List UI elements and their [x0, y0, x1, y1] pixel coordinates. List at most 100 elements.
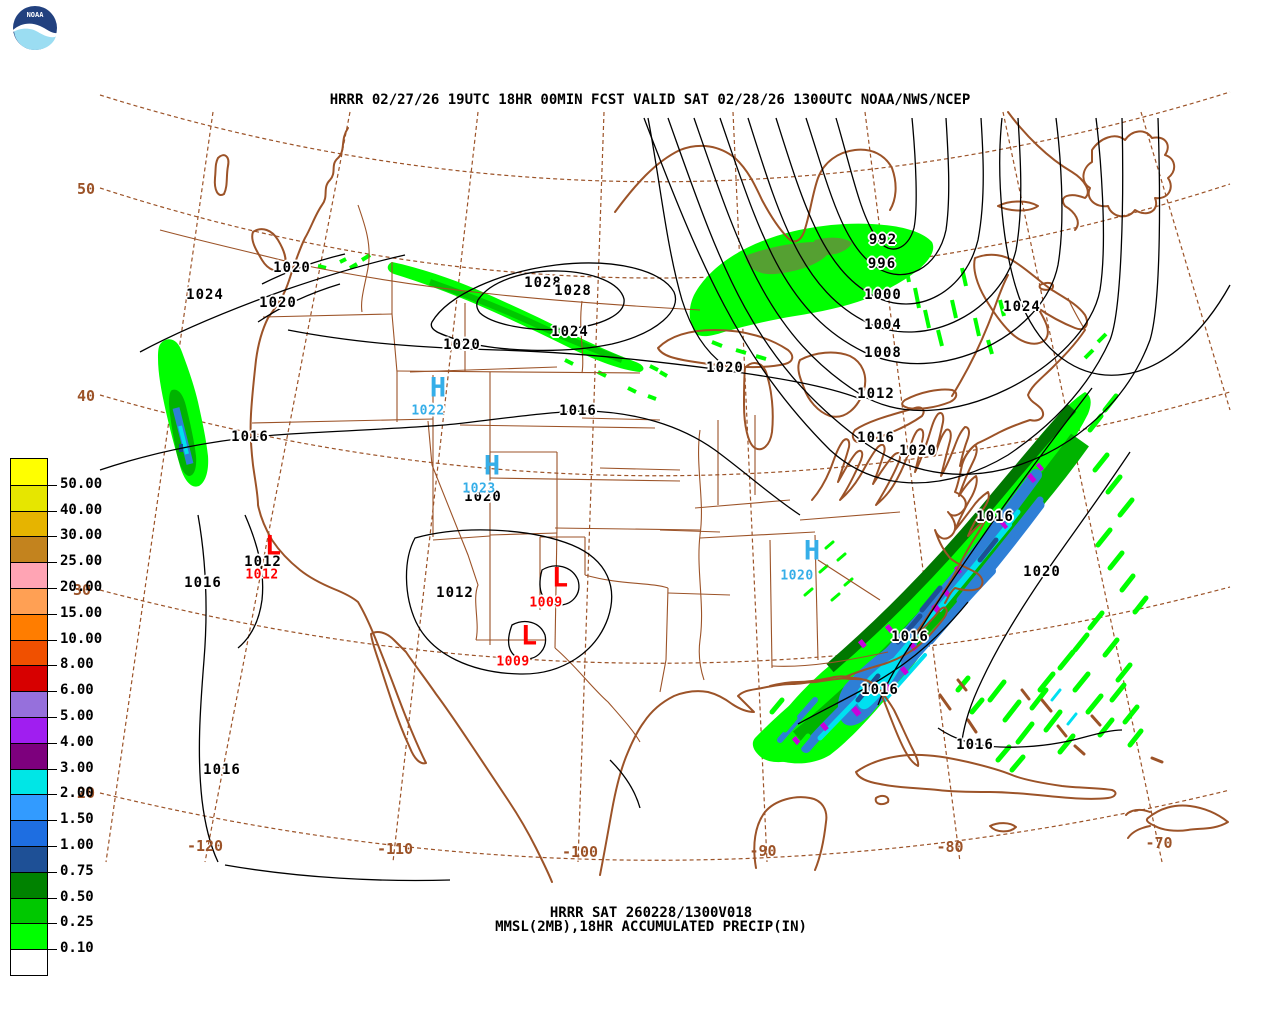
- legend-color-swatch: [11, 510, 47, 537]
- longitude-label: -90: [749, 842, 777, 860]
- legend-tick: [11, 794, 57, 796]
- pressure-center-value: 1020: [780, 568, 814, 584]
- nova-scotia-coastline: [973, 253, 1088, 345]
- latitude-label: 30: [72, 581, 92, 599]
- meridian-60: [1140, 111, 1231, 411]
- legend-value-label: 8.00: [60, 656, 94, 673]
- lake-michigan: [743, 362, 774, 451]
- legend-tick: [11, 613, 57, 615]
- haida-gwaii-island: [213, 154, 230, 196]
- legend-value-label: 20.00: [60, 579, 103, 595]
- legend-color-swatch: [11, 949, 47, 975]
- noaa-logo-text: NOAA: [27, 11, 45, 19]
- legend-tick: [11, 588, 57, 589]
- pressure-contour-label: 1004: [864, 317, 902, 333]
- lake-superior: [657, 329, 794, 369]
- legend-tick: [11, 536, 57, 538]
- legend-value-label: 2.00: [60, 785, 94, 802]
- us-canada-border: [159, 229, 701, 311]
- pressure-contour-label: 1028: [554, 283, 592, 299]
- pressure-contour-label: 1028: [524, 275, 562, 291]
- legend-value-label: 1.00: [60, 837, 94, 853]
- pressure-contour-label: 996: [867, 256, 897, 272]
- legend-color-bar: [10, 458, 57, 976]
- rio-grande-border: [554, 647, 641, 743]
- meridian-120: [204, 111, 351, 863]
- pressure-contour-label: 1012: [436, 585, 474, 601]
- pressure-contour-label: 1020: [443, 337, 481, 353]
- precip-color-scale-legend: 50.00 40.00 30.00 25.00 20.00 15.00 10.00 8.00 6…: [10, 458, 130, 978]
- legend-color-swatch: [11, 871, 47, 898]
- low-pressure-center-marker: L: [264, 530, 282, 562]
- gulf-and-atlantic-coastline: [599, 412, 990, 876]
- labrador-coastline: [1007, 111, 1089, 231]
- legend-tick: [11, 897, 57, 899]
- st-lawrence-river: [951, 274, 1009, 397]
- pressure-contour-label: 1012: [244, 554, 282, 570]
- latitude-label: 20: [76, 784, 96, 802]
- bahamas-islands: [938, 678, 1102, 756]
- meridian-100: [577, 111, 605, 863]
- lake-ontario: [901, 388, 958, 410]
- pressure-center-value: 1012: [245, 567, 279, 583]
- longitude-label: -80: [936, 838, 964, 856]
- legend-value-label: 3.00: [60, 759, 94, 776]
- jamaica-island: [989, 822, 1017, 833]
- pressure-contour-label: 1008: [864, 345, 902, 361]
- legend-tick: [11, 923, 57, 925]
- legend-value-label: 0.75: [60, 862, 94, 879]
- legend-color-swatch: [11, 484, 47, 511]
- pressure-contour-label: 1024: [1003, 299, 1041, 315]
- pressure-contour-label: 1020: [464, 489, 502, 505]
- legend-color-swatch: [11, 768, 47, 795]
- legend-value-label: 0.25: [60, 914, 94, 931]
- high-pressure-center-marker: H: [429, 372, 447, 404]
- legend-color-swatch: [11, 536, 47, 563]
- legend-tick: [11, 846, 57, 847]
- footer-product-description: MMSL(2MB),18HR ACCUMULATED PRECIP(IN): [495, 919, 807, 935]
- map-title: HRRR 02/27/26 19UTC 18HR 00MIN FCST VALI…: [329, 92, 971, 108]
- pressure-contour-label: 1024: [186, 287, 224, 303]
- pressure-center-value: 1009: [496, 654, 530, 670]
- legend-tick: [11, 691, 57, 693]
- legend-color-swatch: [11, 665, 47, 692]
- coastline-layer: [213, 111, 1229, 883]
- legend-color-swatch: [11, 691, 47, 717]
- pressure-contour-label: 1016: [976, 509, 1014, 525]
- legend-value-label: 40.00: [60, 501, 103, 518]
- pressure-contour-label: 1020: [1023, 564, 1061, 580]
- legend-color-swatch: [11, 562, 47, 588]
- legend-color-swatch: [11, 639, 47, 666]
- pressure-contour-label: 1020: [259, 295, 297, 311]
- state-borders-layer: [159, 204, 1086, 743]
- longitude-label: -100: [561, 843, 599, 861]
- pressure-contour-label: 1016: [559, 403, 597, 419]
- cuba-coastline: [855, 753, 1117, 800]
- legend-tick: [11, 742, 57, 744]
- yucatan-coastline: [753, 796, 828, 871]
- high-pressure-center-marker: H: [483, 450, 501, 482]
- legend-tick: [11, 510, 57, 512]
- pressure-contour-label: 1012: [857, 386, 895, 402]
- legend-color-swatch: [11, 613, 47, 640]
- parallel-30: [99, 586, 1231, 664]
- legend-tick: [11, 665, 57, 667]
- legend-color-swatch: [11, 897, 47, 924]
- legend-value-label: 30.00: [60, 527, 103, 544]
- legend-color-swatch: [11, 846, 47, 872]
- legend-color-swatch: [11, 717, 47, 743]
- legend-value-label: 15.00: [60, 604, 103, 621]
- isle-of-youth: [874, 794, 890, 806]
- red-river-border: [584, 574, 669, 589]
- pressure-contours-layer: [99, 117, 1231, 882]
- high-pressure-center-marker: H: [803, 535, 821, 567]
- vancouver-island: [251, 228, 287, 272]
- pressure-contour-label: 1016: [891, 629, 929, 645]
- legend-tick: [11, 871, 57, 873]
- lake-erie: [851, 406, 925, 444]
- low-pressure-center-marker: L: [551, 562, 569, 594]
- pressure-contour-label: 1016: [203, 762, 241, 778]
- legend-tick: [11, 639, 57, 641]
